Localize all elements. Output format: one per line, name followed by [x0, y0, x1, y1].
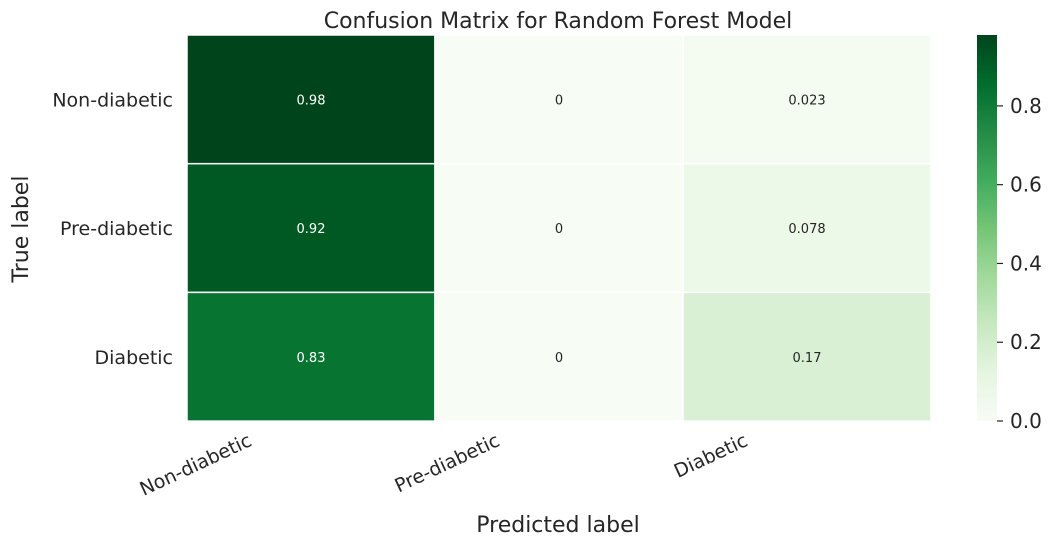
colorbar [977, 35, 997, 421]
cell-value-label: 0.83 [297, 351, 326, 366]
y-tick-label: Diabetic [95, 347, 173, 369]
cell-value-label: 0 [555, 222, 563, 237]
x-tick-label: Diabetic [671, 430, 751, 483]
y-tick-label: Pre-diabetic [60, 218, 173, 240]
y-axis-label: True label [9, 176, 34, 284]
colorbar-ticks: 0.0 0.2 0.4 0.6 0.8 [997, 94, 1042, 433]
chart-title: Confusion Matrix for Random Forest Model [324, 9, 793, 34]
cell-value-label: 0.023 [788, 93, 825, 108]
x-tick-labels: Non-diabetic Pre-diabetic Diabetic [136, 430, 751, 501]
heatmap-cells [186, 34, 932, 422]
heatmap-cell [434, 291, 684, 422]
cell-value-label: 0.92 [297, 222, 326, 237]
colorbar-tick-label: 0.8 [1010, 94, 1042, 118]
heatmap-cell [186, 291, 436, 422]
heatmap-cell [682, 162, 932, 294]
x-tick-label: Pre-diabetic [391, 430, 503, 498]
colorbar-tick-label: 0.2 [1010, 330, 1042, 354]
x-tick-label: Non-diabetic [136, 430, 255, 501]
cell-value-label: 0.98 [297, 93, 326, 108]
heatmap-cell [186, 162, 436, 294]
colorbar-tick-label: 0.0 [1010, 409, 1042, 433]
heatmap-cell [682, 291, 932, 422]
colorbar-tick-label: 0.4 [1010, 251, 1042, 275]
y-tick-labels: Non-diabetic Pre-diabetic Diabetic [52, 89, 173, 368]
heatmap-cell [434, 162, 684, 294]
x-axis-label: Predicted label [476, 513, 639, 538]
cell-value-label: 0.17 [793, 351, 822, 366]
heatmap-cell-labels: 0.98 0 0.023 0.92 0 0.078 0.83 0 0.17 [297, 93, 826, 365]
cell-value-label: 0.078 [788, 222, 825, 237]
heatmap-cell [434, 34, 684, 165]
heatmap-cell [186, 34, 436, 165]
cell-value-label: 0 [555, 351, 563, 366]
colorbar-tick-label: 0.6 [1010, 173, 1042, 197]
heatmap-cell [682, 34, 932, 165]
cell-value-label: 0 [555, 93, 563, 108]
y-tick-label: Non-diabetic [52, 89, 173, 111]
